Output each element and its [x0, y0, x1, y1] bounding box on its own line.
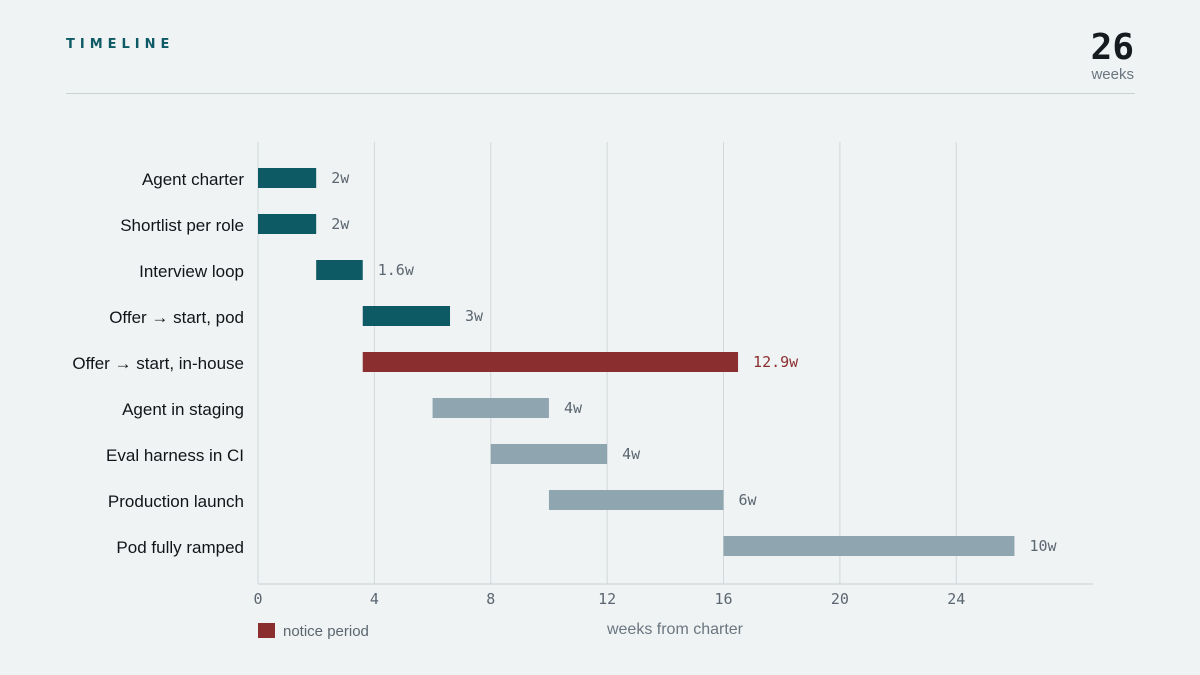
x-tick-label: 8	[486, 590, 495, 608]
task-duration-label: 2w	[331, 169, 350, 187]
task-label: Agent in staging	[122, 400, 244, 419]
task-bars	[258, 168, 1015, 556]
task-label: Offer → start, pod	[109, 308, 244, 327]
task-label: Shortlist per role	[120, 216, 244, 235]
row-labels: Agent charter 2w Shortlist per role 2w Inter…	[72, 169, 1057, 557]
task-bar	[490, 444, 608, 464]
task-duration-label: 1.6w	[378, 261, 415, 279]
x-tick-label: 24	[947, 590, 965, 608]
task-bar	[548, 490, 724, 510]
task-label: Agent charter	[142, 170, 244, 189]
x-tick-label: 16	[714, 590, 732, 608]
legend-label: notice period	[283, 623, 369, 640]
task-bar	[432, 398, 549, 418]
header-divider	[66, 93, 1135, 94]
task-bar	[258, 214, 317, 234]
x-axis: 0 4 8 12 16 20 24	[253, 583, 1093, 608]
task-duration-label: 6w	[739, 491, 758, 509]
task-label: Offer → start, in-house	[72, 354, 244, 373]
task-duration-label: 10w	[1029, 537, 1057, 555]
task-duration-label: 4w	[622, 445, 641, 463]
legend: notice period	[258, 623, 369, 640]
x-tick-label: 4	[370, 590, 379, 608]
page-title: TIMELINE	[66, 37, 175, 52]
task-bar	[362, 352, 739, 372]
task-duration-label: 2w	[331, 215, 350, 233]
x-tick-label: 0	[253, 590, 262, 608]
total-weeks-value: 26	[1090, 27, 1134, 68]
task-label: Eval harness in CI	[106, 446, 244, 465]
x-tick-label: 20	[831, 590, 849, 608]
task-duration-label: 3w	[465, 307, 484, 325]
task-duration-label: 12.9w	[753, 353, 799, 371]
task-bar	[258, 168, 317, 188]
x-axis-title: weeks from charter	[606, 621, 744, 638]
task-bar	[316, 260, 363, 280]
x-tick-label: 12	[598, 590, 616, 608]
task-duration-label: 4w	[564, 399, 583, 417]
task-bar	[362, 306, 451, 326]
task-label: Interview loop	[139, 262, 244, 281]
task-bar	[723, 536, 1015, 556]
task-label: Production launch	[108, 492, 244, 511]
task-label: Pod fully ramped	[116, 538, 244, 557]
total-weeks-unit: weeks	[1091, 66, 1134, 83]
legend-swatch	[258, 623, 275, 638]
